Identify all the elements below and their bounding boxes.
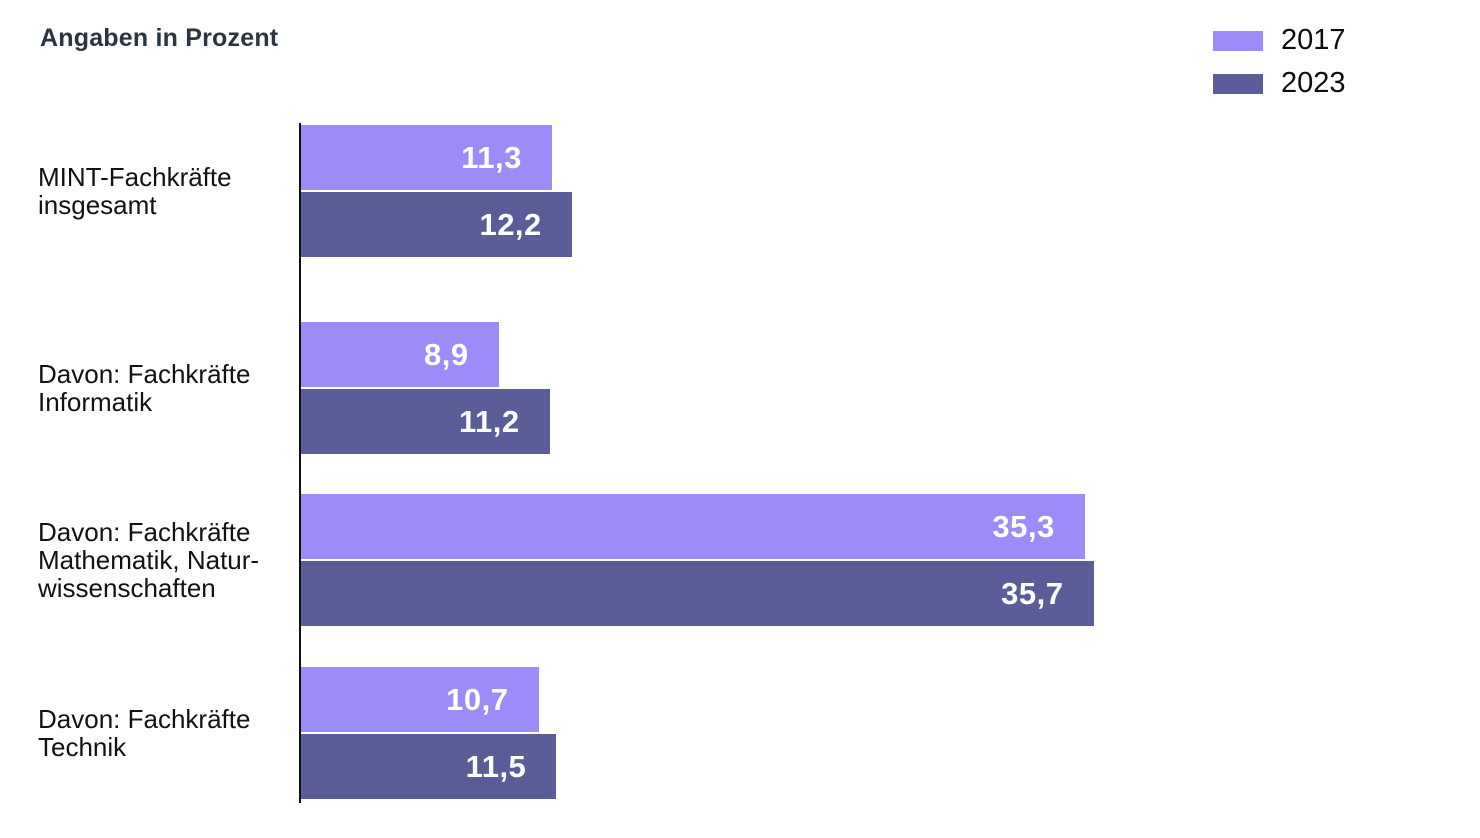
bar-pair: 35,3 35,7 [301,494,1094,626]
legend: 2017 2023 [1213,24,1346,114]
chart-title: Angaben in Prozent [40,24,279,52]
category-label: Davon: Fachkräfte Mathematik, Natur- wis… [38,517,260,603]
legend-item-2023: 2023 [1213,67,1346,99]
bar-2017: 11,3 [301,125,552,190]
category-label: Davon: Fachkräfte Informatik [38,359,251,417]
bar-pair: 8,9 11,2 [301,322,550,454]
bar-2023: 12,2 [301,192,572,257]
bar-value-label: 35,3 [992,508,1055,544]
bar-value-label: 12,2 [479,206,542,242]
legend-swatch-2017-icon [1213,30,1263,51]
bar-2017: 8,9 [301,322,499,387]
bar-value-label: 35,7 [1001,575,1064,611]
bar-value-label: 11,2 [458,403,520,439]
legend-label-2017: 2017 [1281,24,1346,56]
legend-label-2023: 2023 [1281,67,1346,99]
bar-value-label: 10,7 [446,681,509,717]
bar-2023: 11,2 [301,389,550,454]
bar-group-mathematik-naturwissenschaften: Davon: Fachkräfte Mathematik, Natur- wis… [0,494,1480,626]
bar-2023: 11,5 [301,734,557,799]
bar-value-label: 8,9 [423,336,469,372]
category-label: Davon: Fachkräfte Technik [38,704,251,762]
bar-2017: 10,7 [301,667,539,732]
bar-group-technik: Davon: Fachkräfte Technik 10,7 11,5 [0,667,1480,799]
legend-item-2017: 2017 [1213,24,1346,56]
bar-group-informatik: Davon: Fachkräfte Informatik 8,9 11,2 [0,322,1480,454]
bar-pair: 10,7 11,5 [301,667,557,799]
bar-2023: 35,7 [301,561,1094,626]
y-axis-line [299,123,301,803]
bar-group-mint-insgesamt: MINT-Fachkräfte insgesamt 11,3 12,2 [0,125,1480,257]
legend-swatch-2023-icon [1213,73,1263,94]
bar-value-label: 11,3 [461,139,522,175]
category-label: MINT-Fachkräfte insgesamt [38,162,232,220]
bar-pair: 11,3 12,2 [301,125,572,257]
bar-2017: 35,3 [301,494,1085,559]
bar-value-label: 11,5 [465,748,527,784]
